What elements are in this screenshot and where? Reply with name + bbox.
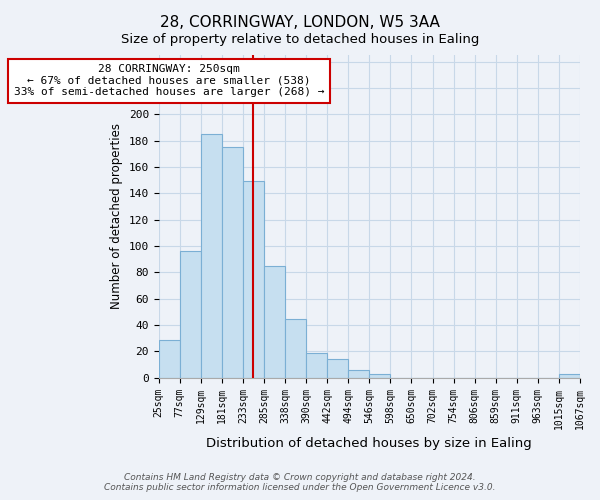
Bar bbox=[264, 266, 285, 378]
Bar bbox=[243, 182, 264, 378]
Bar bbox=[158, 340, 179, 378]
Bar bbox=[201, 134, 222, 378]
Text: Contains HM Land Registry data © Crown copyright and database right 2024.
Contai: Contains HM Land Registry data © Crown c… bbox=[104, 473, 496, 492]
Bar bbox=[559, 374, 580, 378]
Text: Size of property relative to detached houses in Ealing: Size of property relative to detached ho… bbox=[121, 32, 479, 46]
Bar bbox=[179, 252, 201, 378]
Bar bbox=[222, 147, 243, 378]
Bar bbox=[327, 360, 348, 378]
Bar bbox=[285, 318, 306, 378]
X-axis label: Distribution of detached houses by size in Ealing: Distribution of detached houses by size … bbox=[206, 437, 532, 450]
Bar bbox=[370, 374, 391, 378]
Bar bbox=[306, 353, 327, 378]
Text: 28 CORRINGWAY: 250sqm
← 67% of detached houses are smaller (538)
33% of semi-det: 28 CORRINGWAY: 250sqm ← 67% of detached … bbox=[14, 64, 325, 98]
Y-axis label: Number of detached properties: Number of detached properties bbox=[110, 124, 123, 310]
Bar bbox=[348, 370, 370, 378]
Text: 28, CORRINGWAY, LONDON, W5 3AA: 28, CORRINGWAY, LONDON, W5 3AA bbox=[160, 15, 440, 30]
